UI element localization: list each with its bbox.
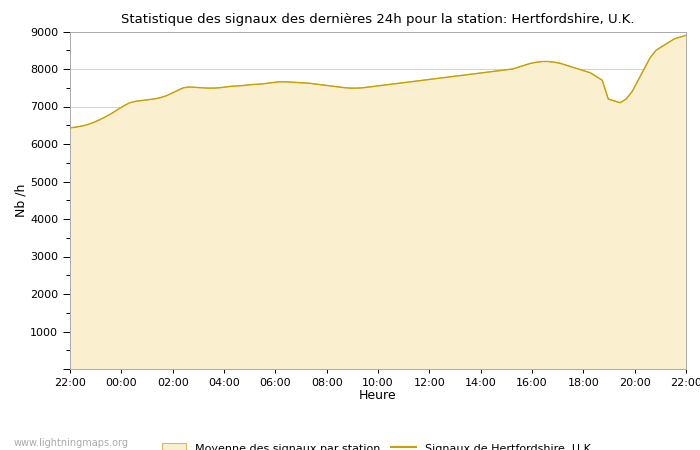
Text: www.lightningmaps.org: www.lightningmaps.org bbox=[14, 438, 129, 448]
Legend: Moyenne des signaux par station, Signaux de Hertfordshire, U.K.: Moyenne des signaux par station, Signaux… bbox=[158, 438, 598, 450]
X-axis label: Heure: Heure bbox=[359, 389, 397, 402]
Y-axis label: Nb /h: Nb /h bbox=[14, 184, 27, 217]
Title: Statistique des signaux des dernières 24h pour la station: Hertfordshire, U.K.: Statistique des signaux des dernières 24… bbox=[121, 13, 635, 26]
